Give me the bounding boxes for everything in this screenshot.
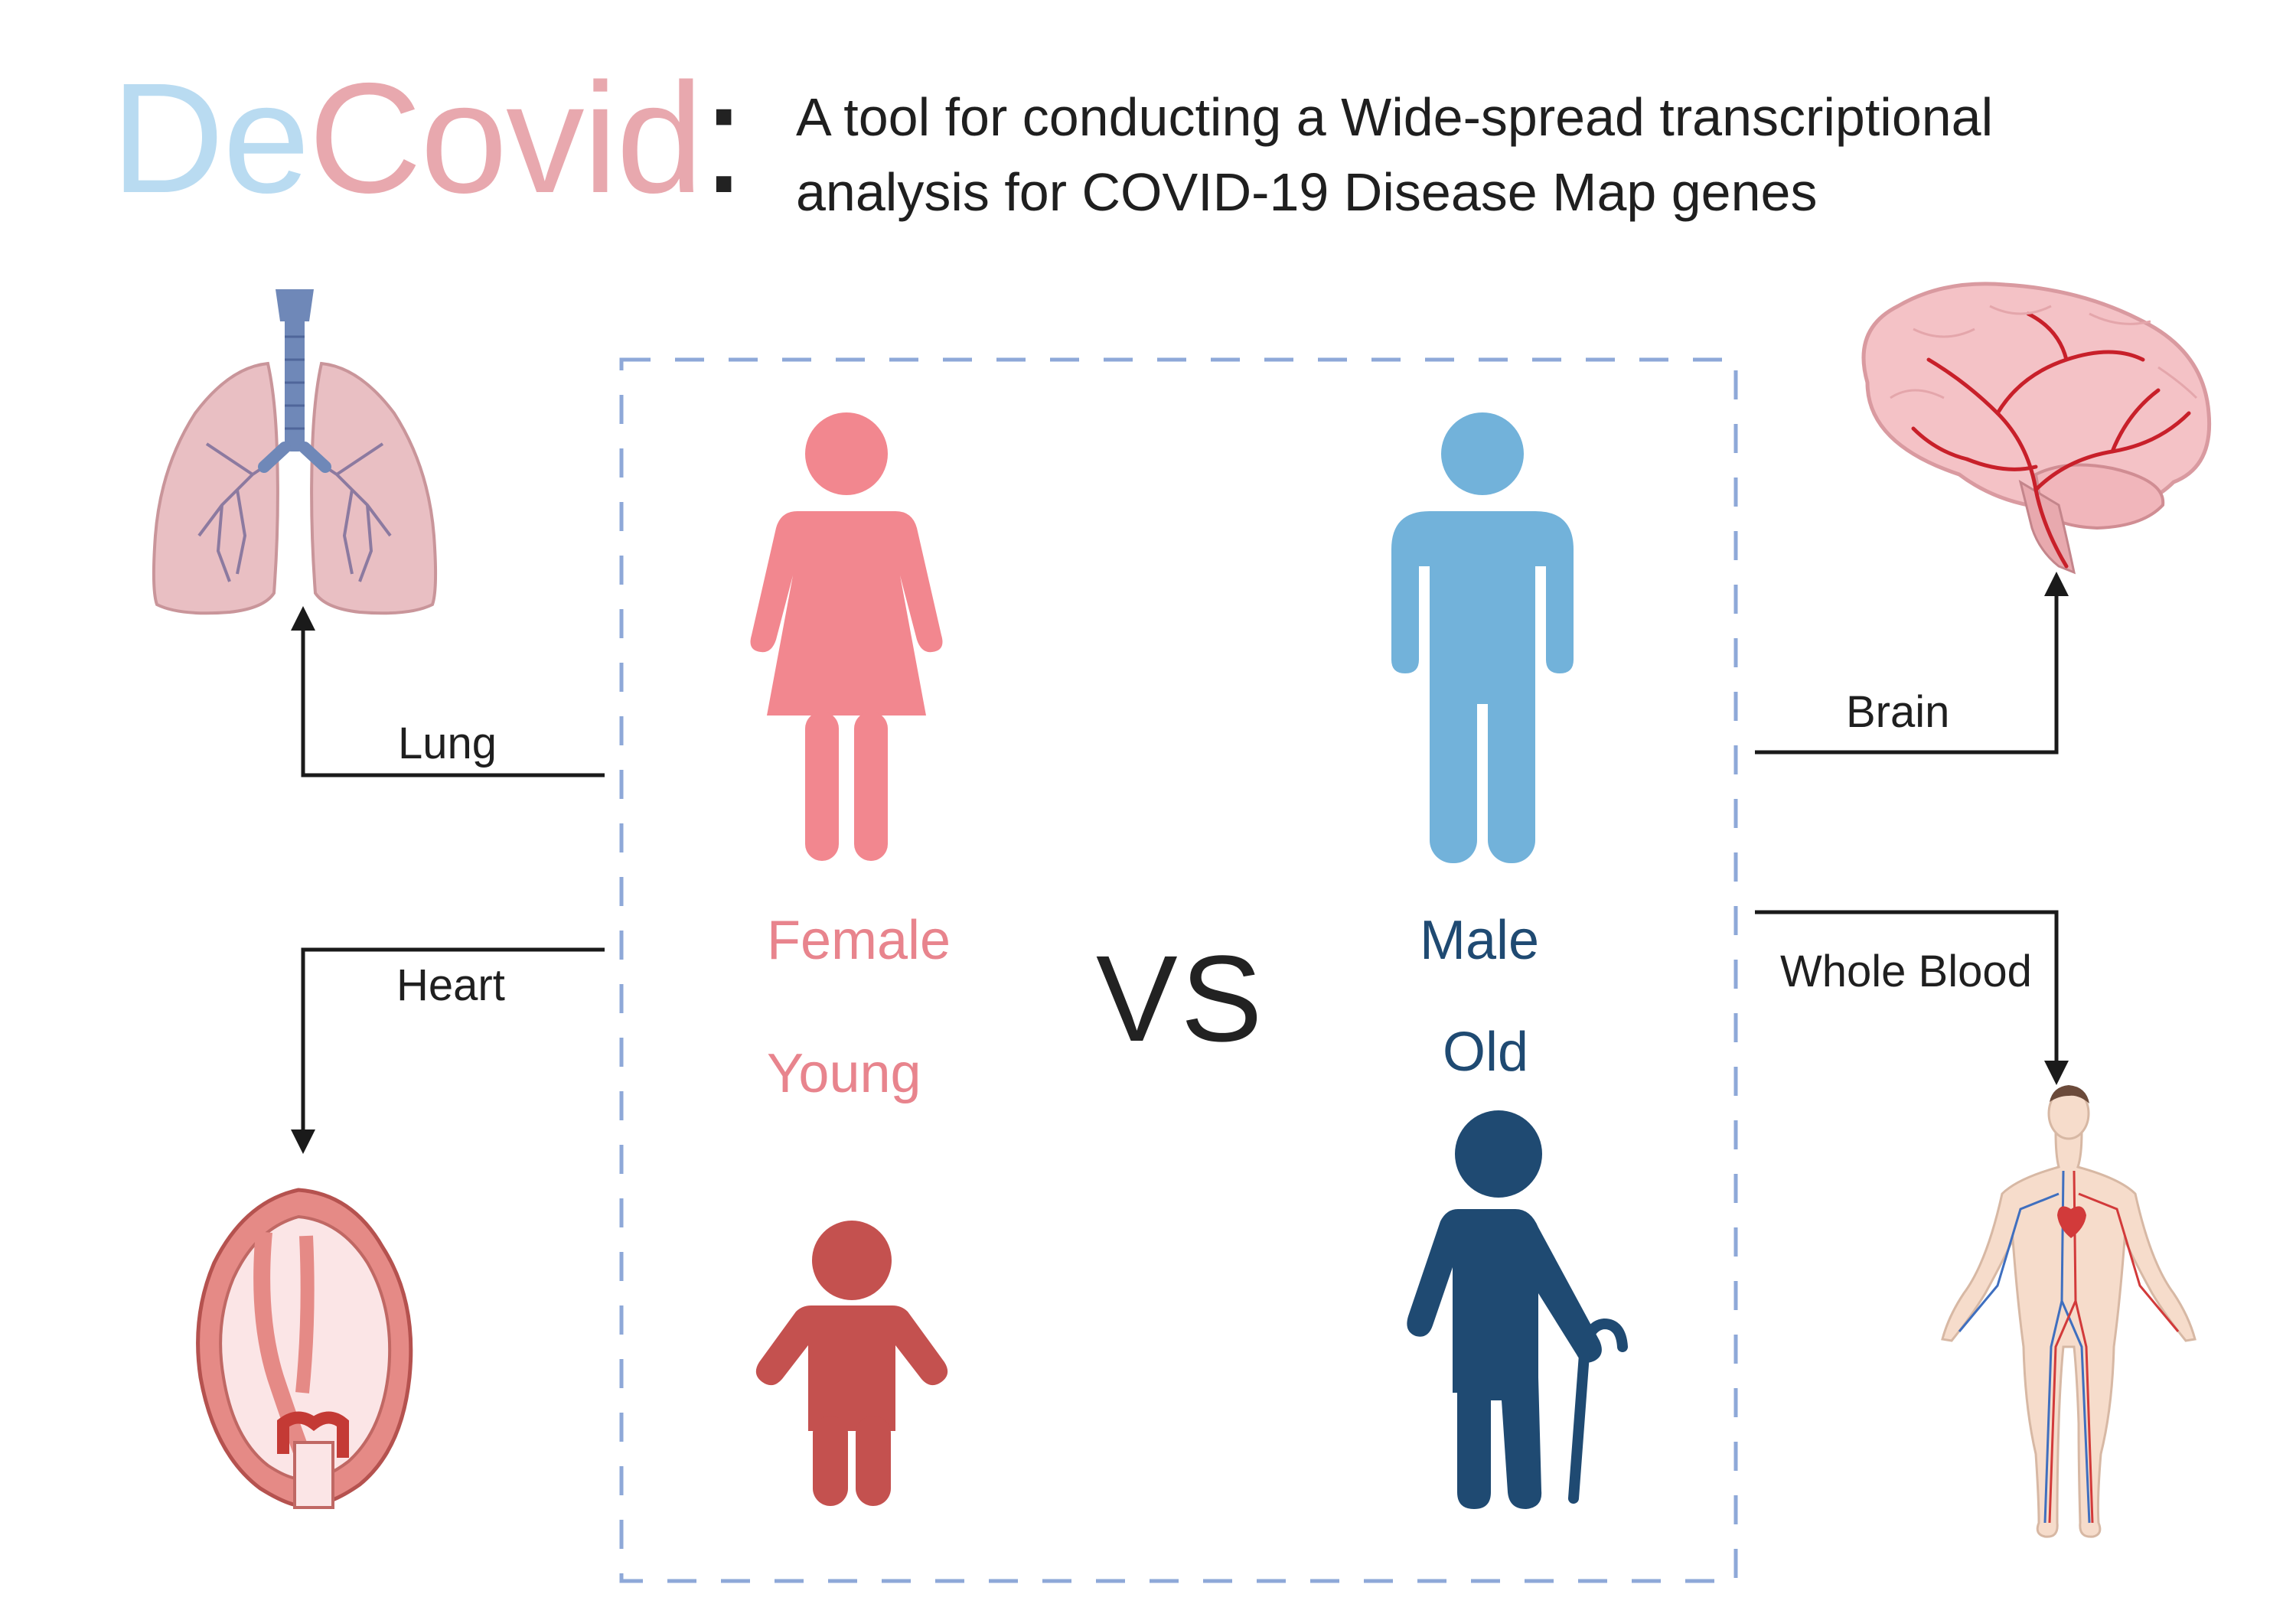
label-young: Young: [767, 1043, 921, 1104]
comparison-dashed-box: [619, 357, 1738, 1583]
tissue-label-heart: Heart: [396, 960, 505, 1010]
label-female: Female: [767, 910, 951, 971]
heart-icon: [196, 1188, 413, 1509]
logo-part-covid: Covid: [308, 51, 703, 226]
page-subtitle: A tool for conducting a Wide-spread tran…: [796, 80, 2235, 230]
tissue-label-brain: Brain: [1846, 687, 1950, 737]
tissue-label-lung: Lung: [398, 719, 497, 768]
subtitle-line-2: analysis for COVID-19 Disease Map genes: [796, 162, 1818, 222]
logo-part-de: De: [111, 51, 310, 226]
logo-colon: :: [702, 51, 745, 226]
heart-arrow: [291, 947, 605, 1154]
label-male: Male: [1420, 910, 1540, 971]
label-old: Old: [1443, 1022, 1529, 1083]
female-figure-icon: [750, 412, 943, 861]
male-figure-icon: [1391, 412, 1574, 863]
circulatory-system-icon: [1941, 1085, 2197, 1538]
old-figure-icon: [1407, 1110, 1628, 1509]
brain-arrow: [1755, 572, 2069, 755]
lung-arrow: [291, 606, 605, 777]
app-logo-title: DeCovid:: [111, 60, 745, 217]
subtitle-line-1: A tool for conducting a Wide-spread tran…: [796, 87, 1994, 147]
tissue-label-whole-blood: Whole Blood: [1780, 947, 2032, 996]
young-figure-icon: [755, 1221, 948, 1506]
blood-arrow: [1755, 910, 2069, 1085]
brain-icon: [1861, 282, 2212, 575]
lungs-icon: [152, 289, 438, 615]
versus-label: VS: [1096, 930, 1266, 1067]
